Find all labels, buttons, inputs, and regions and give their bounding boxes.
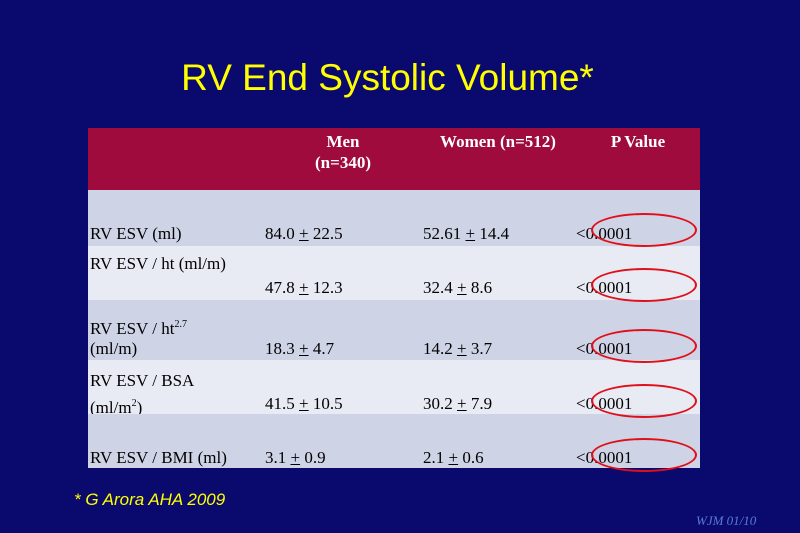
row-label: RV ESV / BMI (ml) (90, 448, 227, 467)
highlight-circle (591, 268, 697, 302)
women-value: 32.4 + 8.6 (423, 278, 493, 297)
highlight-circle (591, 438, 697, 472)
men-value: 18.3 + 4.7 (265, 339, 335, 358)
men-value: 47.8 + 12.3 (265, 278, 343, 297)
header-men-line2: (n=340) (315, 153, 371, 172)
women-value: 52.61 + 14.4 (423, 224, 510, 243)
row-label: RV ESV / ht (ml/m) (90, 254, 226, 273)
row-label-unit: (ml/m) (90, 339, 138, 358)
row-label: RV ESV (ml) (90, 224, 182, 243)
header-p-value: P Value (610, 132, 666, 151)
men-value: 3.1 + 0.9 (265, 448, 326, 467)
footnote: * G Arora AHA 2009 (74, 490, 226, 509)
slide-stamp: WJM 01/10 (696, 513, 757, 528)
highlight-circle (591, 213, 697, 247)
women-value: 14.2 + 3.7 (423, 339, 493, 358)
header-women: Women (n=512) (440, 132, 556, 151)
header-men: Men (n=340) (293, 131, 393, 173)
row-label-unit: (ml/m2) (90, 398, 143, 417)
men-value: 41.5 + 10.5 (265, 394, 343, 413)
row-label: RV ESV / ht2.7 (90, 319, 187, 338)
women-value: 30.2 + 7.9 (423, 394, 493, 413)
slide-title: RV End Systolic Volume* (181, 57, 594, 98)
row-label: RV ESV / BSA (90, 371, 195, 390)
women-value: 2.1 + 0.6 (423, 448, 484, 467)
men-value: 84.0 + 22.5 (265, 224, 343, 243)
highlight-circle (591, 384, 697, 418)
highlight-circle (591, 329, 697, 363)
table-header: Men (n=340) Women (n=512) P Value (88, 128, 700, 190)
results-table: Men (n=340) Women (n=512) P Value RV ESV… (88, 128, 700, 472)
header-men-line1: Men (326, 132, 360, 151)
